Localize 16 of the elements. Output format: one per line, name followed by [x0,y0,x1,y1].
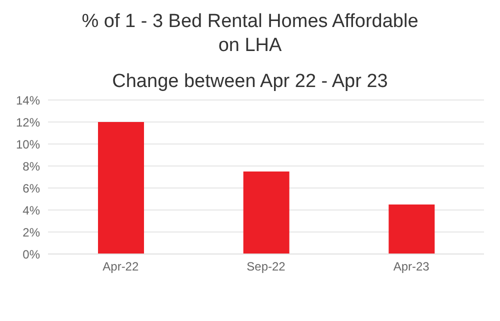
y-tick-label: 14% [16,93,40,108]
bar [388,204,435,254]
x-tick-label: Apr-23 [393,260,430,274]
chart-subtitle: Change between Apr 22 - Apr 23 [111,70,389,94]
y-tick-label: 2% [22,225,40,240]
y-tick-label: 8% [22,159,40,174]
bar [98,122,144,254]
chart-title: % of 1 - 3 Bed Rental Homes Affordable on LHA [80,10,420,58]
x-tick-label: Sep-22 [246,260,286,274]
y-tick-label: 0% [22,247,40,262]
y-tick-label: 12% [16,115,40,130]
y-tick-label: 6% [22,181,40,196]
bar [243,172,290,254]
x-tick-label: Apr-22 [102,260,139,274]
y-tick-label: 4% [22,203,40,218]
y-tick-label: 10% [16,137,40,152]
